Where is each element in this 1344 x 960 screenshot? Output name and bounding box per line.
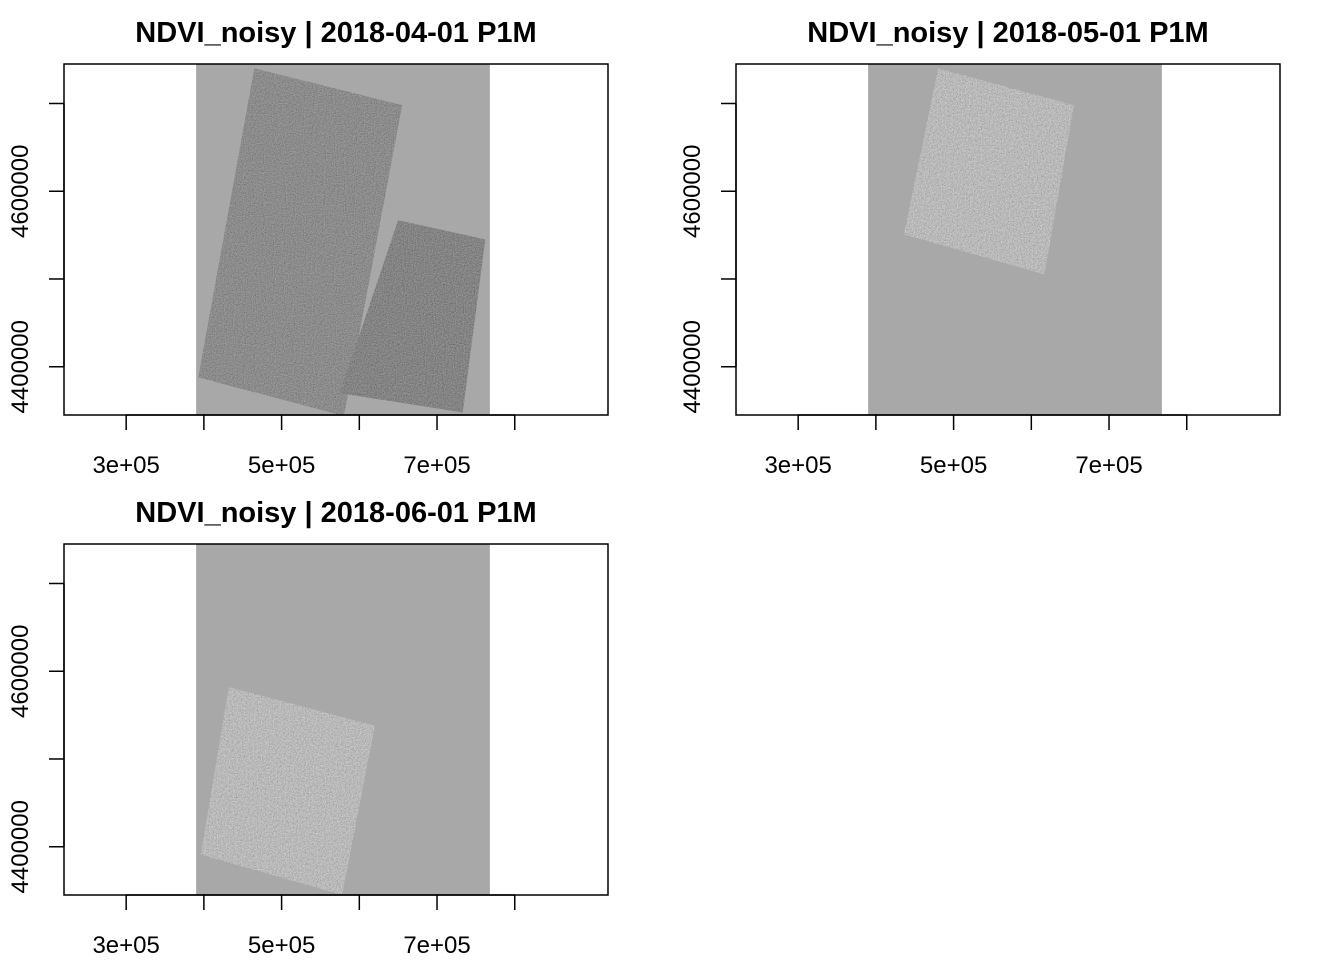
panel-2: NDVI_noisy | 2018-05-01 P1M 3e+05 5e+05 7e… [679, 17, 1281, 479]
plot-area: 3e+05 5e+05 7e+05 4400000 4600000 [7, 543, 609, 959]
plot-area: 3e+05 5e+05 7e+05 4400000 4600000 [679, 63, 1281, 479]
plot-area: 3e+05 5e+05 7e+05 4400000 4600000 [7, 63, 609, 479]
ndvi-tile-1 [200, 687, 375, 895]
panel-title: NDVI_noisy | 2018-05-01 P1M [807, 17, 1208, 49]
ndvi-tile-1 [903, 68, 1075, 275]
y-tick-label: 4400000 [679, 320, 706, 413]
ndvi-tile-1 [198, 68, 403, 415]
ndvi-tile-2 [339, 220, 486, 413]
x-tick-label: 3e+05 [92, 932, 159, 959]
x-tick-label: 3e+05 [92, 452, 159, 479]
panel-1: NDVI_noisy | 2018-04-01 P1M 3e+05 5e+05 7e… [7, 17, 609, 479]
y-tick-label: 4600000 [679, 145, 706, 238]
x-tick-label: 5e+05 [920, 452, 987, 479]
y-tick-label: 4400000 [7, 320, 34, 413]
x-tick-label: 7e+05 [403, 452, 470, 479]
y-tick-label: 4400000 [7, 800, 34, 893]
y-tick-label: 4600000 [7, 625, 34, 718]
x-tick-label: 3e+05 [764, 452, 831, 479]
panel-title: NDVI_noisy | 2018-04-01 P1M [135, 17, 536, 49]
panel-3: NDVI_noisy | 2018-06-01 P1M 3e+05 5e+05 7e… [7, 497, 609, 959]
x-tick-label: 5e+05 [248, 452, 315, 479]
x-tick-label: 5e+05 [248, 932, 315, 959]
y-tick-label: 4600000 [7, 145, 34, 238]
x-tick-label: 7e+05 [403, 932, 470, 959]
x-tick-label: 7e+05 [1075, 452, 1142, 479]
panel-title: NDVI_noisy | 2018-06-01 P1M [135, 497, 536, 529]
